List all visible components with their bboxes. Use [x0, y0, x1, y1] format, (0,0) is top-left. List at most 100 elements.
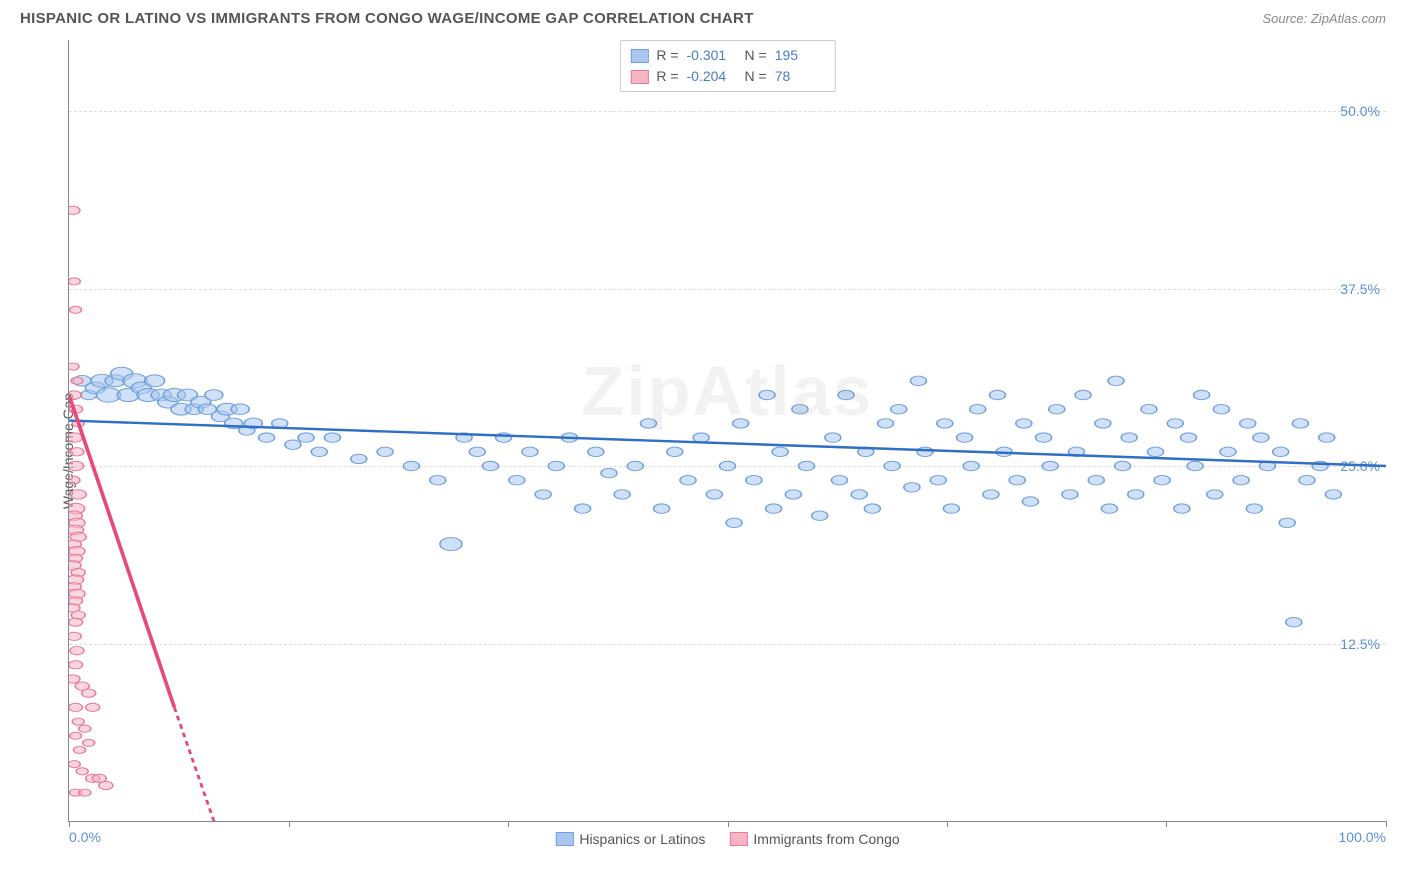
- data-point: [1319, 433, 1335, 442]
- data-point: [1233, 475, 1249, 484]
- x-axis-max-label: 100.0%: [1339, 829, 1386, 845]
- data-point: [324, 433, 340, 442]
- legend-item-1: Hispanics or Latinos: [555, 831, 705, 847]
- data-point: [285, 440, 301, 449]
- n-value-2: 78: [775, 66, 825, 87]
- data-point: [864, 504, 880, 513]
- legend-label-2: Immigrants from Congo: [753, 831, 899, 847]
- data-point: [535, 490, 551, 499]
- data-point: [726, 518, 742, 527]
- data-point: [910, 376, 926, 385]
- data-point: [74, 746, 86, 753]
- chart-title: HISPANIC OR LATINO VS IMMIGRANTS FROM CO…: [20, 10, 754, 27]
- data-point: [706, 490, 722, 499]
- scatter-svg: [69, 40, 1386, 821]
- data-point: [1088, 475, 1104, 484]
- data-point: [785, 490, 801, 499]
- trend-line-extrapolated: [174, 707, 253, 821]
- r-label: R =: [656, 45, 678, 66]
- data-point: [1167, 419, 1183, 428]
- data-point: [667, 447, 683, 456]
- data-point: [79, 789, 91, 796]
- data-point: [69, 461, 84, 470]
- data-point: [69, 433, 82, 442]
- data-point: [640, 419, 656, 428]
- data-point: [937, 419, 953, 428]
- data-point: [792, 404, 808, 413]
- data-point: [588, 447, 604, 456]
- data-point: [1174, 504, 1190, 513]
- legend-swatch-2: [729, 832, 747, 846]
- data-point: [69, 206, 80, 214]
- data-point: [654, 504, 670, 513]
- data-point: [403, 461, 419, 470]
- data-point: [1121, 433, 1137, 442]
- data-point: [79, 725, 91, 732]
- x-tick: [728, 821, 729, 827]
- chart-source: Source: ZipAtlas.com: [1262, 11, 1386, 26]
- data-point: [772, 447, 788, 456]
- data-point: [1009, 475, 1025, 484]
- data-point: [71, 377, 83, 384]
- data-point: [891, 404, 907, 413]
- r-label: R =: [656, 66, 678, 87]
- data-point: [1220, 447, 1236, 456]
- data-point: [812, 511, 828, 520]
- data-point: [1213, 404, 1229, 413]
- data-point: [983, 490, 999, 499]
- data-point: [469, 447, 485, 456]
- data-point: [69, 675, 80, 683]
- data-point: [851, 490, 867, 499]
- data-point: [1036, 433, 1052, 442]
- data-point: [733, 419, 749, 428]
- data-point: [1187, 461, 1203, 470]
- n-label: N =: [745, 66, 767, 87]
- data-point: [759, 390, 775, 399]
- data-point: [1101, 504, 1117, 513]
- data-point: [1207, 490, 1223, 499]
- data-point: [482, 461, 498, 470]
- data-point: [99, 781, 113, 789]
- data-point: [878, 419, 894, 428]
- data-point: [1016, 419, 1032, 428]
- data-point: [1108, 376, 1124, 385]
- data-point: [1095, 419, 1111, 428]
- data-point: [69, 278, 80, 285]
- data-point: [259, 433, 275, 442]
- data-point: [970, 404, 986, 413]
- data-point: [627, 461, 643, 470]
- data-point: [1246, 504, 1262, 513]
- data-point: [1115, 461, 1131, 470]
- data-point: [430, 475, 446, 484]
- data-point: [69, 761, 80, 768]
- data-point: [1141, 404, 1157, 413]
- data-point: [1253, 433, 1269, 442]
- data-point: [1299, 475, 1315, 484]
- data-point: [825, 433, 841, 442]
- data-point: [1148, 447, 1164, 456]
- data-point: [70, 448, 84, 456]
- data-point: [917, 447, 933, 456]
- data-point: [70, 306, 82, 313]
- data-point: [69, 632, 81, 640]
- data-point: [693, 433, 709, 442]
- data-point: [930, 475, 946, 484]
- x-tick: [69, 821, 70, 827]
- data-point: [989, 390, 1005, 399]
- data-point: [86, 703, 100, 711]
- data-point: [82, 689, 96, 697]
- legend-label-1: Hispanics or Latinos: [579, 831, 705, 847]
- data-point: [311, 447, 327, 456]
- data-point: [943, 504, 959, 513]
- data-point: [746, 475, 762, 484]
- data-point: [1325, 490, 1341, 499]
- n-label: N =: [745, 45, 767, 66]
- data-point: [1075, 390, 1091, 399]
- data-point: [70, 646, 84, 654]
- swatch-series-1: [630, 49, 648, 63]
- data-point: [1292, 419, 1308, 428]
- data-point: [76, 768, 88, 775]
- data-point: [351, 454, 367, 463]
- data-point: [1279, 518, 1295, 527]
- data-point: [377, 447, 393, 456]
